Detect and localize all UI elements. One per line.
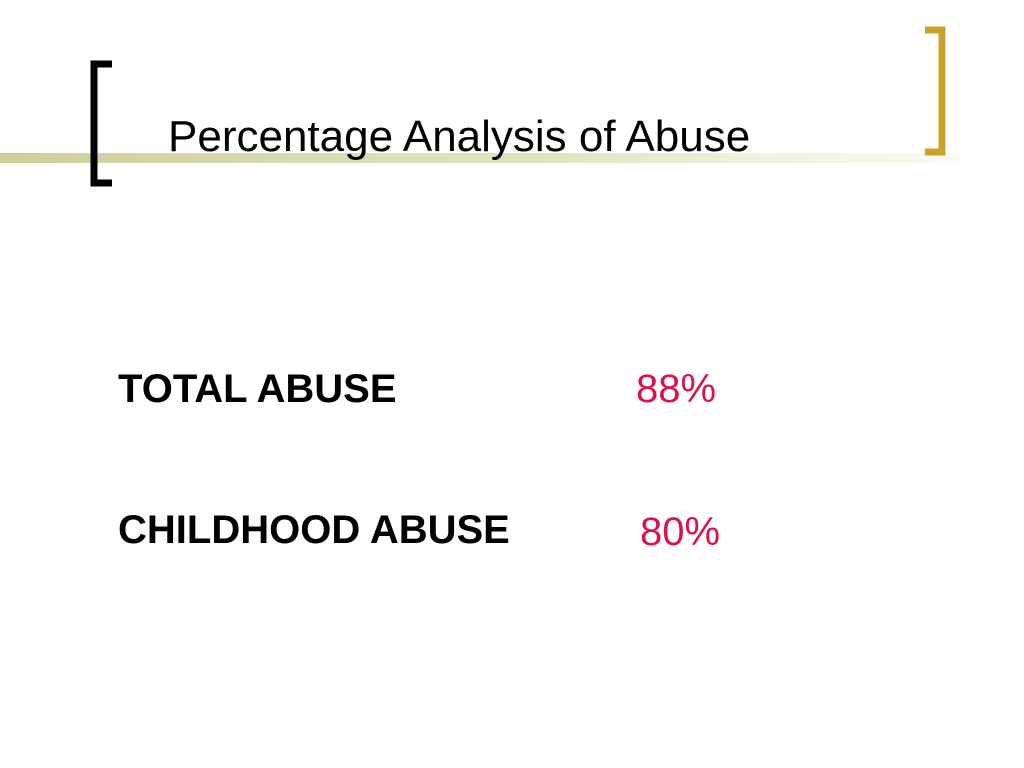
header-rule: [0, 153, 960, 163]
row-label: CHILDHOOD ABUSE: [118, 508, 510, 552]
slide-title: Percentage Analysis of Abuse: [168, 112, 750, 161]
row-label: TOTAL ABUSE: [118, 367, 397, 411]
row-value: 88%: [636, 367, 716, 411]
row-value: 80%: [640, 510, 720, 554]
right-bracket: [925, 26, 946, 156]
left-bracket: [90, 60, 112, 187]
